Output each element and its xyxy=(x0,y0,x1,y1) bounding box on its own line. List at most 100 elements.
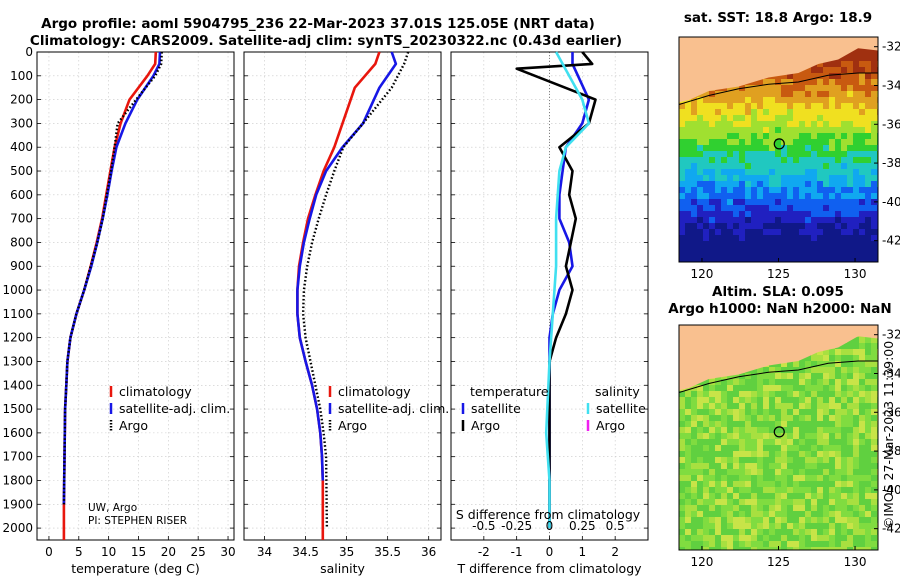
x-axis-label: temperature (deg C) xyxy=(71,561,200,576)
legend-label-argo: Argo xyxy=(338,418,367,433)
x-tick-label: 0 xyxy=(45,545,53,559)
sst-map-title: sat. SST: 18.8 Argo: 18.9 xyxy=(684,10,872,26)
y-tick-label: 1600 xyxy=(2,426,33,440)
pi-line-2: PI: STEPHEN RISER xyxy=(88,515,187,527)
lat-tick-label: -32 xyxy=(882,328,900,342)
y-tick-label: 600 xyxy=(10,188,33,202)
profile-panel-1: 0100200300400500600700800900100011001200… xyxy=(2,45,235,576)
legend-label-climatology: climatology xyxy=(338,384,411,399)
pi-line-1: UW, Argo xyxy=(88,502,137,514)
profile-panel-3: -2 -1 0 1 2 -0.5 -0.25 0 0.25 0.5 T difference fro… xyxy=(450,51,649,576)
profile-panel-2: 34 34.5 35 35.5 36 salinity xyxy=(243,51,442,576)
float-position-marker xyxy=(773,426,785,438)
land-area xyxy=(679,37,878,103)
y-tick-label: 1900 xyxy=(2,497,33,511)
x-tick-label: 30 xyxy=(220,545,235,559)
lon-tick-label: 125 xyxy=(767,267,790,281)
y-tick-label: 1800 xyxy=(2,473,33,487)
y-tick-label: 1000 xyxy=(2,283,33,297)
y-tick-label: 1700 xyxy=(2,450,33,464)
y-tick-label: 500 xyxy=(10,164,33,178)
legend-label-satellite: satellite-adj. clim. xyxy=(338,401,449,416)
x-tick-label: 20 xyxy=(161,545,176,559)
top-x-tick-label: 0.25 xyxy=(569,519,596,533)
land-area xyxy=(679,325,878,391)
lat-tick-label: -36 xyxy=(882,117,900,131)
series-line xyxy=(296,51,398,481)
y-tick-label: 1500 xyxy=(2,402,33,416)
x-tick-label: 10 xyxy=(101,545,116,559)
y-tick-label: 1200 xyxy=(2,331,33,345)
x-tick-label: 2 xyxy=(611,545,619,559)
salinity-legend: climatology satellite-adj. clim. Argo xyxy=(328,384,449,433)
y-tick-label: 1300 xyxy=(2,354,33,368)
x-tick-label: 35 xyxy=(339,545,354,559)
legend-label-sal-satellite: satellite xyxy=(596,401,646,416)
lat-tick-label: -38 xyxy=(882,444,900,458)
x-tick-label: 34.5 xyxy=(292,545,319,559)
x-tick-label: 0 xyxy=(546,545,554,559)
y-tick-label: 1400 xyxy=(2,378,33,392)
lat-tick-label: -36 xyxy=(882,405,900,419)
lon-tick-label: 125 xyxy=(767,555,790,569)
y-tick-label: 700 xyxy=(10,212,33,226)
legend-label-temp-argo: Argo xyxy=(471,418,500,433)
credit-label: ©IMOS 27-Mar-2023 11:39:00 xyxy=(881,341,896,529)
x-axis-label: T difference from climatology xyxy=(456,561,642,576)
shelf-contour xyxy=(679,72,878,105)
shelf-contour xyxy=(679,360,878,393)
s-difference-axis-label: S difference from climatology xyxy=(456,507,641,522)
top-x-tick-label: 0 xyxy=(546,519,554,533)
y-tick-label: 0 xyxy=(25,45,33,59)
x-axis-label: salinity xyxy=(320,561,365,576)
sla-map-subtitle: Argo h1000: NaN h2000: NaN xyxy=(668,301,891,317)
series-line xyxy=(301,51,410,529)
lat-tick-label: -34 xyxy=(882,78,900,92)
legend-title-temperature: temperature xyxy=(470,384,549,399)
lon-tick-label: 130 xyxy=(844,555,867,569)
y-tick-label: 900 xyxy=(10,259,33,273)
lat-tick-label: -32 xyxy=(882,40,900,54)
sst-map: -32 -34 -36 -38 -40 -42 120 125 130 xyxy=(678,36,900,281)
legend-label-argo: Argo xyxy=(119,418,148,433)
x-tick-label: 34 xyxy=(257,545,272,559)
y-tick-label: 800 xyxy=(10,235,33,249)
series-line xyxy=(62,51,162,505)
series-line xyxy=(515,51,597,529)
lon-tick-label: 130 xyxy=(844,267,867,281)
series-line xyxy=(296,51,381,540)
sla-map-title: Altim. SLA: 0.095 xyxy=(712,284,844,300)
x-tick-label: 36 xyxy=(421,545,436,559)
x-tick-label: 15 xyxy=(131,545,146,559)
x-tick-label: 25 xyxy=(191,545,206,559)
plot-frame xyxy=(36,51,235,541)
sla-map: -32 -34 -36 -38 -40 -42 120 125 130 xyxy=(678,324,900,569)
x-tick-label: 35.5 xyxy=(374,545,401,559)
difference-legend: temperature salinity satellite Argo sate… xyxy=(461,384,646,433)
float-position-marker xyxy=(773,138,785,150)
legend-label-temp-satellite: satellite xyxy=(471,401,521,416)
top-x-tick-label: -0.25 xyxy=(501,519,532,533)
x-tick-label: -2 xyxy=(478,545,490,559)
series-line xyxy=(544,51,591,529)
x-tick-label: -1 xyxy=(511,545,523,559)
legend-label-climatology: climatology xyxy=(119,384,192,399)
y-tick-label: 1100 xyxy=(2,307,33,321)
y-tick-label: 100 xyxy=(10,69,33,83)
lat-tick-label: -42 xyxy=(882,234,900,248)
legend-label-sal-argo: Argo xyxy=(596,418,625,433)
y-tick-label: 200 xyxy=(10,93,33,107)
lon-tick-label: 120 xyxy=(691,267,714,281)
y-tick-label: 2000 xyxy=(2,521,33,535)
temperature-legend: climatology satellite-adj. clim. Argo xyxy=(109,384,230,433)
legend-label-satellite: satellite-adj. clim. xyxy=(119,401,230,416)
figure-title-line1: Argo profile: aoml 5904795_236 22-Mar-20… xyxy=(41,16,595,32)
top-x-tick-label: 0.5 xyxy=(606,519,625,533)
plot-frame xyxy=(243,51,442,541)
y-tick-label: 300 xyxy=(10,116,33,130)
lat-tick-label: -40 xyxy=(882,483,900,497)
top-x-tick-label: -0.5 xyxy=(472,519,495,533)
lon-tick-label: 120 xyxy=(691,555,714,569)
y-tick-label: 400 xyxy=(10,140,33,154)
